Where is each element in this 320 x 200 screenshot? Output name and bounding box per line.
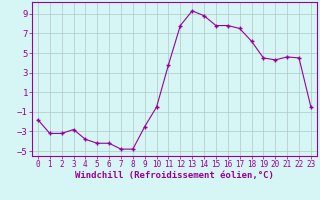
X-axis label: Windchill (Refroidissement éolien,°C): Windchill (Refroidissement éolien,°C) bbox=[75, 171, 274, 180]
